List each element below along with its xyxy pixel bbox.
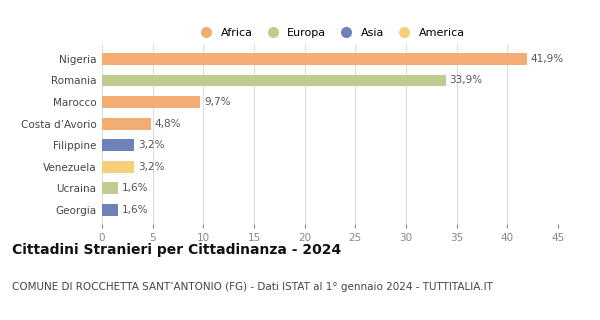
Text: 1,6%: 1,6% (122, 183, 149, 193)
Text: 33,9%: 33,9% (449, 76, 482, 85)
Text: 4,8%: 4,8% (155, 119, 181, 129)
Bar (102, 161, 134, 173)
Legend: Africa, Europa, Asia, America: Africa, Europa, Asia, America (191, 23, 469, 42)
Bar (102, 53, 527, 65)
Text: 3,2%: 3,2% (139, 162, 165, 172)
Text: 9,7%: 9,7% (205, 97, 231, 107)
Text: 41,9%: 41,9% (530, 54, 564, 64)
Bar (102, 75, 446, 86)
Bar (102, 96, 200, 108)
Text: 3,2%: 3,2% (139, 140, 165, 150)
Bar (102, 118, 151, 130)
Text: 1,6%: 1,6% (122, 205, 149, 215)
Bar (102, 139, 134, 151)
Text: Cittadini Stranieri per Cittadinanza - 2024: Cittadini Stranieri per Cittadinanza - 2… (12, 243, 341, 257)
Bar (102, 204, 118, 216)
Text: COMUNE DI ROCCHETTA SANT’ANTONIO (FG) - Dati ISTAT al 1° gennaio 2024 - TUTTITAL: COMUNE DI ROCCHETTA SANT’ANTONIO (FG) - … (12, 282, 493, 292)
Bar (102, 182, 118, 194)
